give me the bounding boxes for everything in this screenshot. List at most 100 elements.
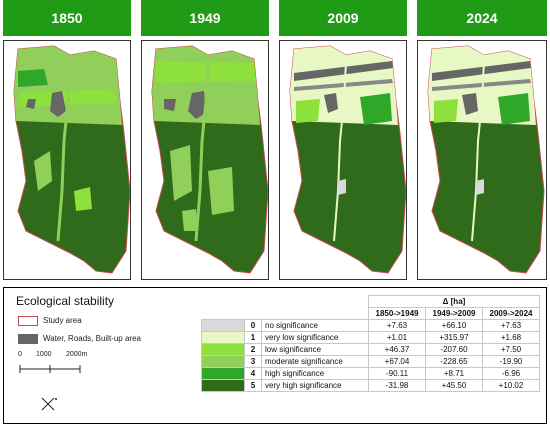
class-swatch xyxy=(201,343,245,356)
class-code: 2 xyxy=(244,343,262,356)
class-row: 4 high significance -90.11 +8.71 -6.96 xyxy=(201,367,540,380)
year-label-1949: 1949 xyxy=(141,0,269,36)
river xyxy=(333,60,347,242)
class-label: very high significance xyxy=(261,379,369,392)
class-delta-value: +1.68 xyxy=(482,331,540,344)
built-up-area xyxy=(26,99,36,109)
year-label-2009: 2009 xyxy=(279,0,407,36)
class-delta-value: +7.63 xyxy=(482,319,540,332)
low-significance-strip xyxy=(434,99,458,123)
class-delta-value: +1.01 xyxy=(368,331,426,344)
class-row: 0 no significance +7.63 +66.10 +7.63 xyxy=(201,319,540,332)
road-corridor xyxy=(294,79,393,91)
period-1850-1949: 1850->1949 xyxy=(368,307,426,320)
class-row: 1 very low significance +1.01 +315.97 +1.68 xyxy=(201,331,540,344)
study-area-swatch xyxy=(18,316,38,326)
river xyxy=(56,60,72,242)
map-panel-1850 xyxy=(3,40,131,280)
class-delta-value: +315.97 xyxy=(425,331,483,344)
period-2009-2024: 2009->2024 xyxy=(482,307,540,320)
water-roads-swatch xyxy=(18,334,38,344)
class-swatch xyxy=(201,367,245,380)
class-delta-value: +7.63 xyxy=(368,319,426,332)
class-delta-value: +10.02 xyxy=(482,379,540,392)
class-delta-value: +45.50 xyxy=(425,379,483,392)
built-up-area xyxy=(462,93,478,115)
north-arrow-icon xyxy=(41,397,57,411)
class-code: 3 xyxy=(244,355,262,368)
moderate-patch xyxy=(182,209,198,231)
scale-bar: 0 1000 2000m xyxy=(16,351,106,381)
class-swatch xyxy=(201,379,245,392)
class-row: 5 very high significance -31.98 +45.50 +10.0… xyxy=(201,379,540,392)
delta-header-row: Δ [ha] xyxy=(202,295,540,308)
class-delta-value: -19.90 xyxy=(482,355,540,368)
road-corridor xyxy=(432,79,531,91)
built-up-area xyxy=(164,99,176,111)
period-header-row: 1850->1949 1949->2009 2009->2024 xyxy=(202,307,540,320)
water-roads-label: Water, Roads, Built-up area xyxy=(43,334,141,344)
scale-label-1000: 1000 xyxy=(36,351,52,358)
class-delta-value: +46.37 xyxy=(368,343,426,356)
map-2024 xyxy=(427,45,545,274)
class-label: moderate significance xyxy=(261,355,369,368)
map-panel-1949 xyxy=(141,40,269,280)
built-up-area xyxy=(324,93,338,113)
high-significance-patch xyxy=(18,69,48,87)
scale-label-0: 0 xyxy=(18,351,22,358)
river xyxy=(471,60,485,242)
legend-title: Ecological stability xyxy=(16,294,115,308)
class-swatch xyxy=(201,331,245,344)
map-1850 xyxy=(13,45,130,274)
class-code: 1 xyxy=(244,331,262,344)
class-delta-value: +67.04 xyxy=(368,355,426,368)
river xyxy=(194,60,210,242)
legend-water-roads: Water, Roads, Built-up area xyxy=(18,334,141,344)
class-delta-value: +66.10 xyxy=(425,319,483,332)
moderate-patch xyxy=(74,187,92,211)
year-label-2024: 2024 xyxy=(417,0,547,36)
high-significance-patch xyxy=(498,93,530,125)
moderate-patch xyxy=(170,145,192,201)
built-up-area xyxy=(188,91,206,119)
period-1949-2009: 1949->2009 xyxy=(425,307,483,320)
class-delta-value: -207.60 xyxy=(425,343,483,356)
study-area-label: Study area xyxy=(43,316,82,326)
built-up-area xyxy=(50,91,66,117)
moderate-patch xyxy=(208,167,234,215)
class-code: 0 xyxy=(244,319,262,332)
class-label: very low significance xyxy=(261,331,369,344)
map-panel-2024 xyxy=(417,40,547,280)
class-row: 3 moderate significance +67.04 -228.65 -19.9… xyxy=(201,355,540,368)
scale-bar-graphic xyxy=(19,365,81,373)
year-label-1850: 1850 xyxy=(3,0,131,36)
class-label: no significance xyxy=(261,319,369,332)
class-code: 4 xyxy=(244,367,262,380)
delta-header: Δ [ha] xyxy=(368,295,540,308)
class-row: 2 low significance +46.37 -207.60 +7.50 xyxy=(201,343,540,356)
class-delta-value: -228.65 xyxy=(425,355,483,368)
class-label: low significance xyxy=(261,343,369,356)
built-up-area xyxy=(476,179,484,195)
high-significance-patch xyxy=(360,93,392,125)
class-swatch xyxy=(201,355,245,368)
class-delta-value: +7.50 xyxy=(482,343,540,356)
map-panel-2009 xyxy=(279,40,407,280)
class-swatch xyxy=(201,319,245,332)
map-2009 xyxy=(289,45,406,274)
scale-label-2000: 2000m xyxy=(66,351,88,358)
map-1949 xyxy=(151,45,268,274)
low-significance-strip xyxy=(296,99,320,123)
class-delta-value: -31.98 xyxy=(368,379,426,392)
class-delta-value: -6.96 xyxy=(482,367,540,380)
class-rows: 0 no significance +7.63 +66.10 +7.63 1 very lo… xyxy=(201,319,540,392)
class-label: high significance xyxy=(261,367,369,380)
year-header-row: 1850 1949 2009 2024 xyxy=(0,0,550,36)
road-corridor xyxy=(432,61,531,81)
legend-study-area: Study area xyxy=(18,316,82,326)
class-delta-value: +8.71 xyxy=(425,367,483,380)
class-delta-value: -90.11 xyxy=(368,367,426,380)
built-up-area xyxy=(338,179,346,195)
moderate-patch xyxy=(34,151,52,191)
legend-box: Ecological stability Study area Water, R… xyxy=(3,287,547,424)
